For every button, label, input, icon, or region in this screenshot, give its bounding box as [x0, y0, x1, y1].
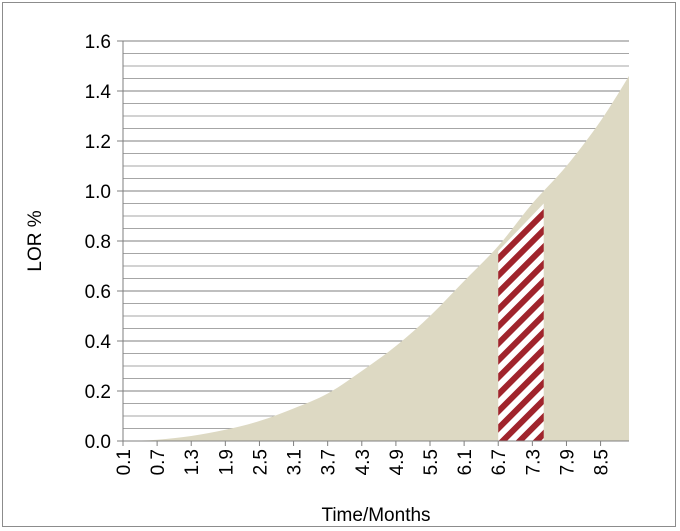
y-tick-label: 1.0 [85, 182, 111, 203]
x-axis-title: Time/Months [321, 505, 430, 526]
y-tick-label: 1.6 [85, 32, 111, 53]
x-tick-label: 7.9 [557, 449, 578, 475]
axes [117, 40, 629, 446]
highlight-region [498, 203, 544, 441]
x-tick-label: 6.1 [455, 449, 476, 475]
lor-chart: 0.0 0.2 0.4 0.6 0.8 1.0 1.2 1.4 1.6 0.1 0.7 1.3 1.9… [25, 32, 629, 526]
y-tick-label: 0.0 [85, 432, 111, 453]
chart-frame: 0.0 0.2 0.4 0.6 0.8 1.0 1.2 1.4 1.6 0.1 0.7 1.3 1.9… [2, 2, 676, 527]
x-tick-label: 1.9 [216, 449, 237, 475]
hatched-highlight [498, 203, 544, 441]
x-tick-label: 4.9 [387, 449, 408, 475]
x-tick-label: 0.7 [148, 449, 169, 475]
x-tick-label: 0.1 [114, 449, 135, 475]
y-tick-label: 0.2 [85, 382, 111, 403]
x-tick-label: 5.5 [421, 449, 442, 475]
y-tick-label: 1.4 [85, 82, 112, 103]
y-tick-label: 1.2 [85, 132, 111, 153]
x-tick-label: 7.3 [523, 449, 544, 475]
y-axis-title: LOR % [25, 210, 46, 271]
x-tick-labels: 0.1 0.7 1.3 1.9 2.5 3.1 3.7 4.3 4.9 5.5 6.1 6.7 7.3 7… [114, 449, 613, 475]
x-tick-label: 6.7 [489, 449, 510, 475]
x-tick-label: 4.3 [353, 449, 374, 475]
area-fill [123, 76, 629, 441]
y-tick-label: 0.4 [85, 332, 112, 353]
y-tick-label: 0.6 [85, 282, 111, 303]
x-tick-label: 8.5 [592, 449, 613, 475]
x-tick-label: 1.3 [182, 449, 203, 475]
area-series [123, 76, 629, 441]
y-tick-labels: 0.0 0.2 0.4 0.6 0.8 1.0 1.2 1.4 1.6 [85, 32, 112, 453]
x-tick-label: 3.7 [319, 449, 340, 475]
x-tick-label: 3.1 [285, 449, 306, 475]
x-tick-label: 2.5 [250, 449, 271, 475]
y-tick-label: 0.8 [85, 232, 111, 253]
